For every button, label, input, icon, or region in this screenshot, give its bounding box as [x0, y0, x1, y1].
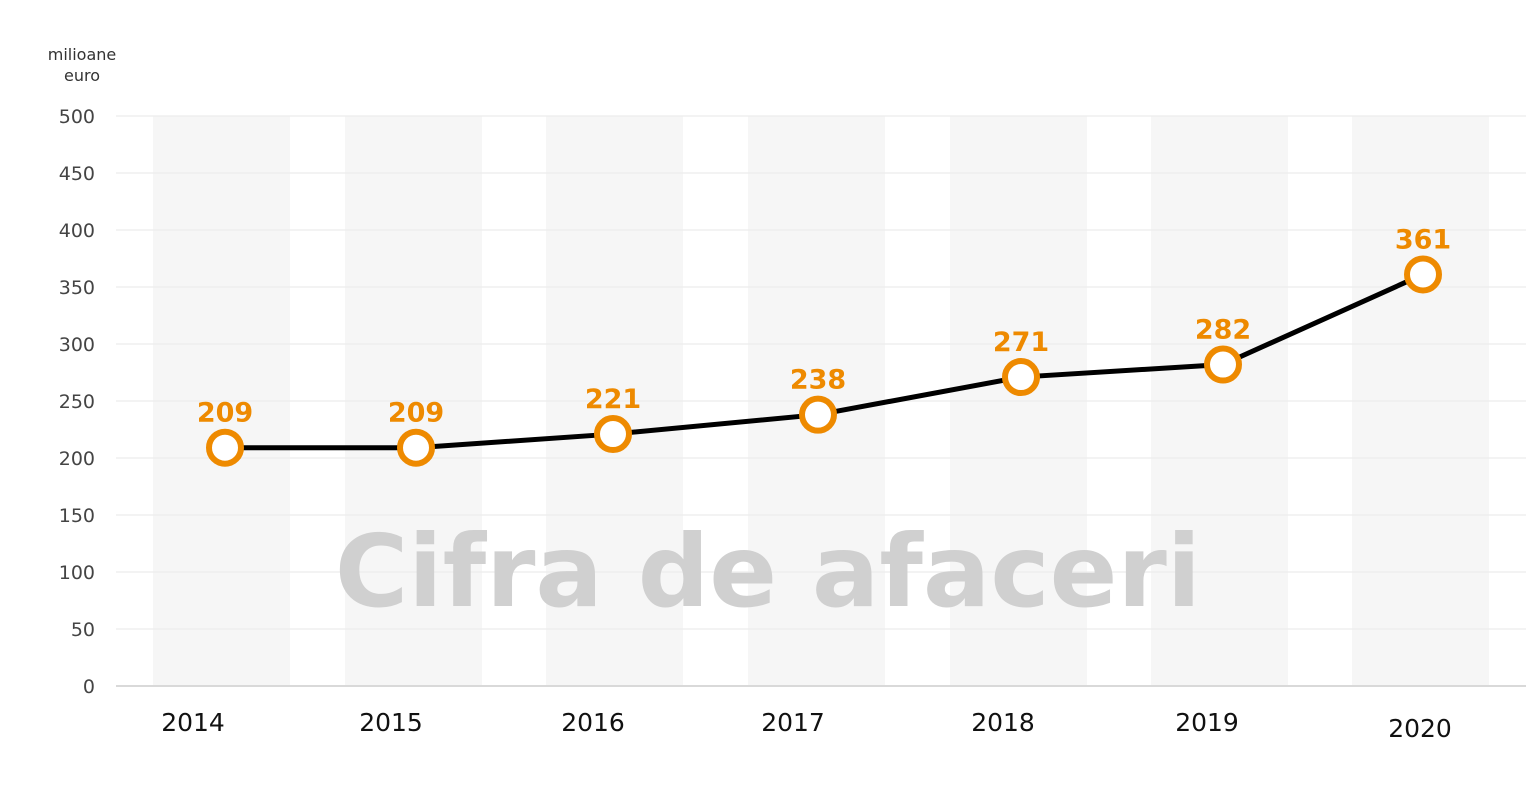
- x-tick-label: 2014: [161, 708, 225, 737]
- data-point-2018: [1002, 358, 1040, 397]
- series-revenue: [206, 255, 1442, 467]
- data-label-2017: 238: [790, 365, 846, 396]
- y-tick-label: 300: [59, 334, 95, 356]
- watermark-title: Cifra de afaceri: [335, 513, 1201, 630]
- data-label-2018: 271: [993, 327, 1049, 358]
- x-tick-label: 2016: [561, 708, 625, 737]
- data-label-2015: 209: [388, 398, 444, 429]
- y-tick-label: 200: [59, 448, 95, 470]
- data-point-2020: [1404, 255, 1442, 294]
- y-axis-unit-label: milioane euro: [47, 45, 117, 85]
- y-tick-label: 250: [59, 391, 95, 413]
- y-tick-label: 100: [59, 562, 95, 584]
- data-point-2016: [594, 415, 632, 454]
- data-point-2014: [206, 428, 244, 467]
- x-axis-ticks: 2014 2015 2016 2017 2018 2019 2020: [161, 708, 1452, 743]
- data-point-2017: [799, 395, 837, 434]
- data-label-2020: 361: [1395, 224, 1451, 255]
- x-tick-label: 2015: [359, 708, 423, 737]
- y-tick-label: 350: [59, 277, 95, 299]
- y-tick-label: 150: [59, 505, 95, 527]
- data-label-2016: 221: [585, 384, 641, 415]
- x-tick-label: 2017: [761, 708, 825, 737]
- y-tick-label: 50: [71, 619, 95, 641]
- y-tick-label: 0: [83, 676, 95, 698]
- data-labels: 209 209 221 238 271 282 361: [197, 224, 1451, 428]
- x-tick-label: 2018: [971, 708, 1035, 737]
- data-point-2015: [397, 428, 435, 467]
- data-label-2019: 282: [1195, 315, 1251, 346]
- y-tick-label: 500: [59, 106, 95, 128]
- y-tick-label: 450: [59, 163, 95, 185]
- y-axis-ticks: 0 50 100 150 200 250 300 350 400 450 500: [59, 106, 95, 698]
- y-tick-label: 400: [59, 220, 95, 242]
- data-point-2019: [1204, 345, 1242, 384]
- x-tick-label: 2020: [1388, 714, 1452, 743]
- x-tick-label: 2019: [1175, 708, 1239, 737]
- data-label-2014: 209: [197, 398, 253, 429]
